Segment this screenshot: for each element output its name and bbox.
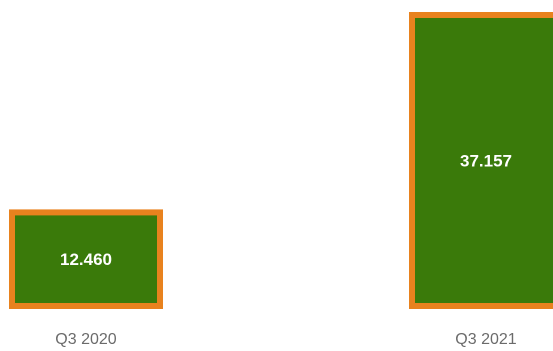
bar-q3-2020 xyxy=(9,209,163,309)
value-labels-group: 12.460 37.157 xyxy=(60,152,512,270)
bar-q3-2021 xyxy=(409,12,553,309)
bar-value-label: 37.157 xyxy=(460,152,512,171)
category-label: Q3 2020 xyxy=(55,331,116,348)
category-label: Q3 2021 xyxy=(455,331,516,348)
bar-value-label: 12.460 xyxy=(60,250,112,269)
category-labels-group: Q3 2020 Q3 2021 xyxy=(55,331,516,348)
bars-group xyxy=(9,12,553,309)
